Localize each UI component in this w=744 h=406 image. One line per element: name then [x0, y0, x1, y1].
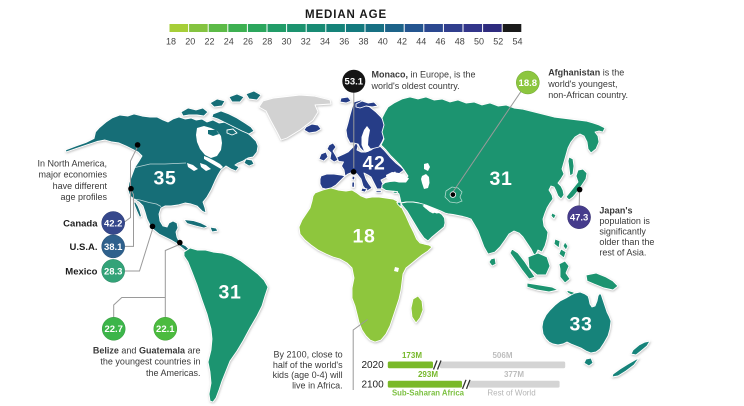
svg-text:30: 30 — [281, 37, 291, 47]
svg-text:Rest of World: Rest of World — [487, 389, 535, 398]
svg-text:24: 24 — [224, 37, 234, 47]
svg-text:20: 20 — [185, 37, 195, 47]
svg-text:42: 42 — [362, 153, 385, 175]
svg-text:42: 42 — [397, 37, 407, 47]
svg-text:the Americas.: the Americas. — [146, 368, 201, 378]
svg-text:non-African country.: non-African country. — [548, 90, 628, 100]
svg-text:46: 46 — [435, 37, 445, 47]
svg-text:38.1: 38.1 — [104, 242, 123, 253]
svg-text:34: 34 — [320, 37, 330, 47]
svg-text:31: 31 — [218, 282, 241, 304]
svg-text:rest of Asia.: rest of Asia. — [599, 248, 646, 258]
svg-text:MEDIAN AGE: MEDIAN AGE — [305, 9, 387, 21]
svg-text:28.3: 28.3 — [104, 266, 123, 277]
svg-text:22: 22 — [204, 37, 214, 47]
svg-text:47.3: 47.3 — [570, 213, 589, 224]
svg-text:506M: 506M — [492, 351, 512, 360]
svg-text:Sub-Saharan Africa: Sub-Saharan Africa — [392, 389, 465, 398]
svg-text:In North America,: In North America, — [37, 159, 107, 169]
svg-text:Mexico: Mexico — [65, 266, 97, 277]
svg-text:live in Africa.: live in Africa. — [292, 380, 343, 390]
svg-text:377M: 377M — [504, 370, 524, 379]
svg-text:293M: 293M — [418, 370, 438, 379]
svg-text:31: 31 — [489, 168, 512, 190]
svg-text:major economies: major economies — [38, 170, 107, 180]
svg-text:the youngest countries in: the youngest countries in — [100, 357, 200, 367]
svg-text:42.2: 42.2 — [104, 218, 123, 229]
svg-text:32: 32 — [301, 37, 311, 47]
svg-text:18: 18 — [166, 37, 176, 47]
svg-text:38: 38 — [358, 37, 368, 47]
svg-text:33: 33 — [569, 314, 592, 336]
svg-text:significantly: significantly — [599, 227, 646, 237]
svg-text:2020: 2020 — [361, 360, 384, 371]
svg-text:have different: have different — [53, 181, 108, 191]
svg-text:age profiles: age profiles — [60, 192, 107, 202]
svg-text:44: 44 — [416, 37, 426, 47]
svg-text:world's youngest,: world's youngest, — [547, 79, 617, 89]
svg-text:Belize and Guatemala are: Belize and Guatemala are — [93, 346, 201, 356]
svg-text:26: 26 — [243, 37, 253, 47]
svg-text:Canada: Canada — [63, 219, 98, 230]
svg-text:Japan's: Japan's — [599, 206, 632, 216]
svg-text:world's oldest country.: world's oldest country. — [371, 81, 460, 91]
svg-text:18.8: 18.8 — [519, 78, 538, 89]
svg-text:173M: 173M — [402, 351, 422, 360]
svg-text:48: 48 — [455, 37, 465, 47]
svg-text:2100: 2100 — [361, 380, 384, 391]
svg-text:36: 36 — [339, 37, 349, 47]
svg-text:population is: population is — [599, 216, 650, 226]
svg-text:By 2100, close to: By 2100, close to — [274, 350, 343, 360]
svg-text:50: 50 — [474, 37, 484, 47]
svg-text:35: 35 — [153, 168, 176, 190]
svg-text:half of the world's: half of the world's — [273, 360, 343, 370]
svg-text:40: 40 — [378, 37, 388, 47]
svg-text:U.S.A.: U.S.A. — [70, 242, 98, 253]
svg-text:28: 28 — [262, 37, 272, 47]
svg-text:54: 54 — [512, 37, 522, 47]
svg-text:18: 18 — [352, 226, 375, 248]
svg-text:53.1: 53.1 — [345, 77, 364, 88]
svg-text:Monaco, in Europe, is the: Monaco, in Europe, is the — [372, 70, 476, 80]
svg-text:kids (age 0-4) will: kids (age 0-4) will — [273, 370, 343, 380]
svg-text:22.1: 22.1 — [156, 324, 175, 335]
svg-text:older than the: older than the — [599, 237, 654, 247]
svg-text:52: 52 — [493, 37, 503, 47]
svg-text:Afghanistan is the: Afghanistan is the — [548, 68, 624, 78]
svg-text:22.7: 22.7 — [104, 324, 123, 335]
